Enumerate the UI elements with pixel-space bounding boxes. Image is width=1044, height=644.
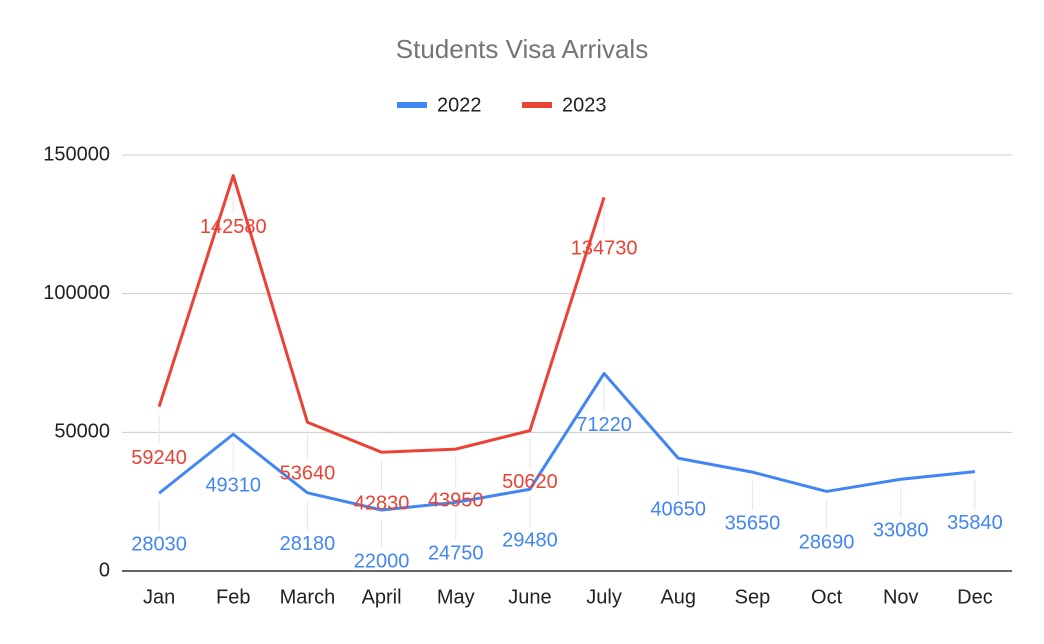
y-tick-label: 150000 (43, 143, 110, 165)
series-line (158, 371, 976, 512)
x-tick-label: Sep (735, 586, 771, 608)
y-tick-label: 0 (99, 559, 110, 581)
data-label: 35840 (947, 512, 1003, 534)
x-tick-label: Nov (883, 586, 919, 608)
x-tick-label: Oct (811, 586, 843, 608)
data-label: 50620 (502, 471, 558, 493)
legend-label: 2022 (437, 94, 482, 116)
data-label: 22000 (354, 550, 410, 572)
data-label: 53640 (280, 463, 336, 485)
data-label: 28690 (799, 532, 855, 554)
data-label: 33080 (873, 520, 929, 542)
data-label: 29480 (502, 530, 558, 552)
x-tick-label: June (508, 586, 551, 608)
data-label: 42830 (354, 492, 410, 514)
x-tick-label: Aug (660, 586, 696, 608)
y-tick-label: 50000 (54, 421, 110, 443)
data-label: 134730 (571, 238, 638, 260)
x-tick-label: Jan (143, 586, 175, 608)
data-label: 142580 (200, 216, 267, 238)
data-label: 35650 (725, 512, 781, 534)
x-tick-label: May (437, 586, 475, 608)
chart-title: Students Visa Arrivals (396, 34, 648, 64)
data-label: 43950 (428, 489, 484, 511)
data-label: 49310 (205, 475, 261, 497)
legend-label: 2023 (562, 94, 607, 116)
x-tick-label: March (280, 586, 336, 608)
data-label: 28180 (280, 533, 336, 555)
series-line (157, 174, 606, 454)
data-label: 59240 (131, 447, 187, 469)
y-tick-label: 100000 (43, 282, 110, 304)
data-label: 28030 (131, 534, 187, 556)
data-label: 40650 (650, 499, 706, 521)
data-label: 24750 (428, 543, 484, 565)
x-tick-label: April (362, 586, 402, 608)
x-tick-label: July (586, 586, 622, 608)
x-tick-label: Dec (957, 586, 993, 608)
x-tick-label: Feb (216, 586, 250, 608)
data-label: 71220 (576, 414, 632, 436)
